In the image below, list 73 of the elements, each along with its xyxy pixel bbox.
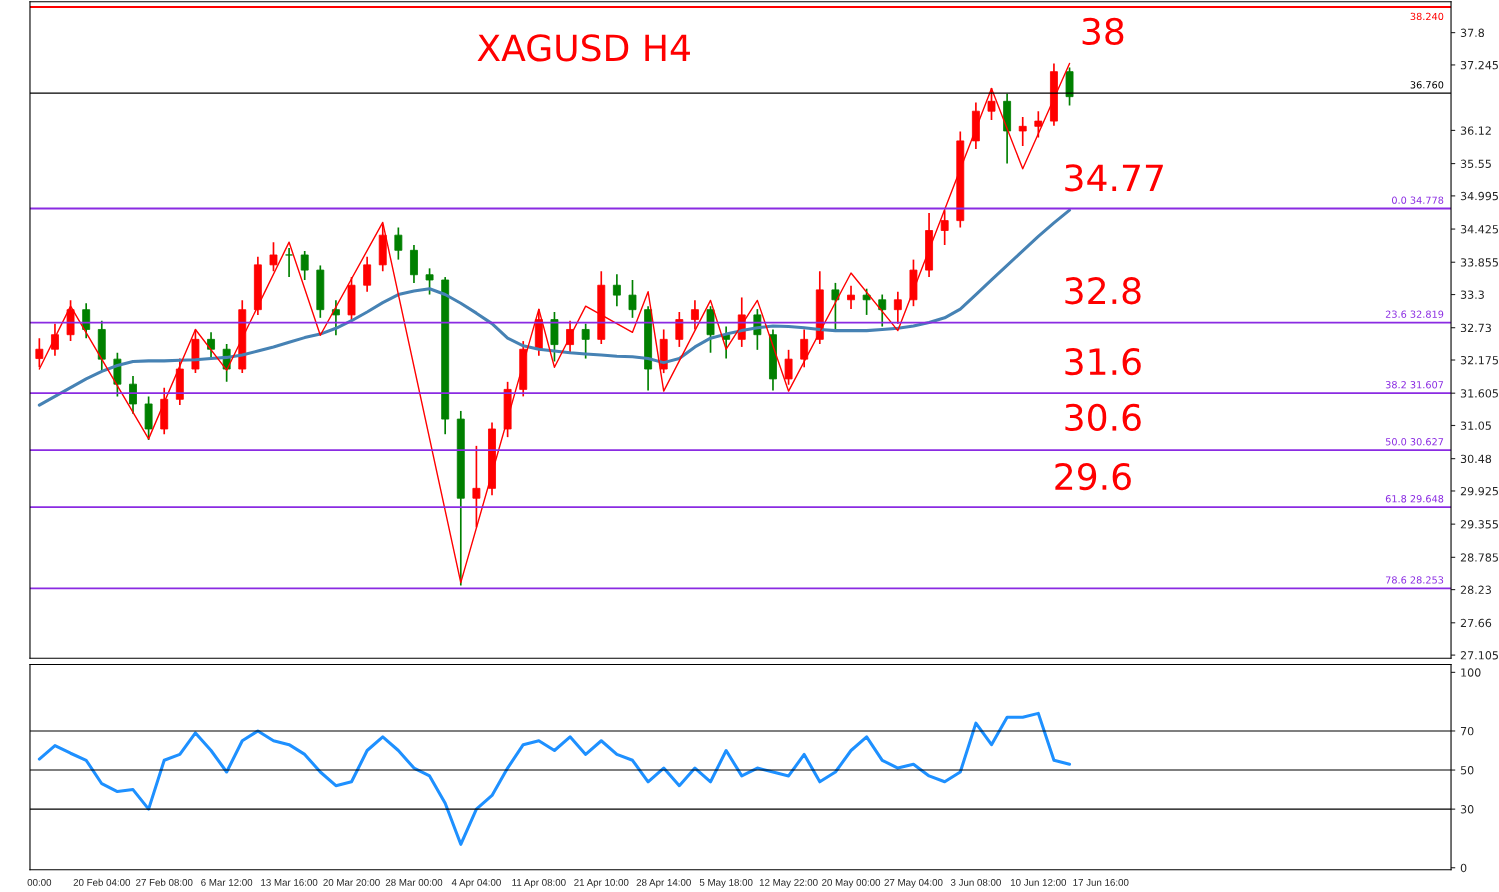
candlestick bbox=[628, 279, 637, 319]
candlestick bbox=[909, 258, 918, 308]
annotation: 38 bbox=[1082, 17, 1124, 46]
y-tick-label: 34.995 bbox=[1460, 191, 1498, 201]
ref-line-label: 38.240 bbox=[1410, 12, 1444, 21]
candlestick bbox=[550, 311, 559, 363]
annotation: 32.8 bbox=[1065, 277, 1141, 305]
candlestick bbox=[987, 87, 996, 121]
y-tick-label: 29.925 bbox=[1460, 486, 1498, 496]
y-tick-label: 33.3 bbox=[1460, 290, 1484, 299]
y-tick-label: 34.425 bbox=[1460, 225, 1498, 234]
y-tick-label: 37.8 bbox=[1460, 28, 1485, 38]
x-tick-label: 6 Mar 12:00 bbox=[201, 878, 253, 886]
candlestick bbox=[862, 287, 871, 316]
candlestick bbox=[784, 348, 793, 386]
x-tick-label: 20 May 00:00 bbox=[822, 878, 881, 888]
annotation: 30.6 bbox=[1065, 403, 1141, 432]
x-tick-label: 20 Feb 04:00 bbox=[73, 878, 131, 886]
candlestick bbox=[66, 299, 75, 342]
candlestick bbox=[706, 305, 715, 354]
candlestick bbox=[191, 328, 200, 374]
x-tick-label: 12 May 22:00 bbox=[759, 878, 818, 888]
y-tick-label: 35.55 bbox=[1460, 159, 1491, 168]
y-tick-label: 100 bbox=[1461, 668, 1481, 677]
candlestick bbox=[1065, 66, 1074, 107]
x-tick-label: 00:00 bbox=[27, 878, 52, 886]
y-tick-label: 50 bbox=[1460, 766, 1474, 775]
x-tick-label: 11 Apr 08:00 bbox=[512, 878, 566, 888]
x-tick-label: 13 Mar 16:00 bbox=[261, 878, 318, 886]
y-tick-label: 29.355 bbox=[1460, 520, 1498, 529]
y-tick-label: 31.05 bbox=[1460, 421, 1491, 430]
y-tick-label: 36.12 bbox=[1460, 126, 1491, 135]
candlestick bbox=[581, 322, 590, 360]
x-tick-label: 28 Mar 00:00 bbox=[385, 878, 443, 886]
ref-line-label: 23.6 32.819 bbox=[1385, 310, 1444, 318]
y-tick-label: 28.785 bbox=[1460, 553, 1498, 562]
annotation: 31.6 bbox=[1065, 348, 1141, 376]
ref-line-label: 38.2 31.607 bbox=[1385, 381, 1444, 389]
x-tick-label: 4 Apr 04:00 bbox=[451, 878, 501, 888]
y-tick-label: 70 bbox=[1460, 726, 1474, 736]
ref-line-label: 0.0 34.778 bbox=[1392, 196, 1444, 204]
y-tick-label: 0 bbox=[1460, 863, 1467, 873]
x-tick-label: 3 Jun 08:00 bbox=[950, 878, 1001, 886]
x-tick-label: 27 May 04:00 bbox=[884, 878, 943, 888]
annotation: 29.6 bbox=[1055, 462, 1131, 491]
candlestick bbox=[269, 241, 278, 273]
x-tick-label: 10 Jun 12:00 bbox=[1010, 878, 1067, 886]
candlestick bbox=[425, 267, 434, 296]
ref-line-label: 50.0 30.627 bbox=[1385, 438, 1444, 446]
y-tick-label: 32.73 bbox=[1460, 323, 1491, 333]
y-tick-label: 32.175 bbox=[1460, 355, 1498, 365]
x-tick-label: 28 Apr 14:00 bbox=[636, 878, 691, 888]
ref-line-label: 36.760 bbox=[1410, 81, 1444, 89]
ref-line-label: 78.6 28.253 bbox=[1385, 576, 1444, 584]
text: XAGUSD H4 bbox=[477, 34, 690, 62]
x-tick-label: 20 Mar 20:00 bbox=[323, 878, 380, 886]
y-tick-label: 27.66 bbox=[1460, 618, 1492, 628]
y-tick-label: 33.855 bbox=[1460, 258, 1498, 267]
x-tick-label: 27 Feb 08:00 bbox=[136, 878, 193, 886]
candlestick bbox=[831, 282, 840, 331]
y-tick-label: 27.105 bbox=[1460, 651, 1498, 660]
annotation: 34.77 bbox=[1065, 164, 1163, 192]
y-tick-label: 37.245 bbox=[1460, 60, 1498, 70]
y-tick-label: 30 bbox=[1460, 805, 1474, 814]
y-tick-label: 31.605 bbox=[1460, 389, 1498, 398]
y-tick-label: 28.23 bbox=[1460, 585, 1491, 594]
line-series bbox=[37, 711, 1072, 846]
x-tick-label: 5 May 18:00 bbox=[699, 878, 753, 888]
candlestick bbox=[394, 226, 403, 261]
ref-line-label: 61.8 29.648 bbox=[1385, 495, 1444, 503]
x-tick-label: 21 Apr 10:00 bbox=[574, 878, 629, 888]
y-tick-label: 30.48 bbox=[1460, 454, 1492, 464]
x-tick-label: 17 Jun 16:00 bbox=[1073, 878, 1129, 886]
